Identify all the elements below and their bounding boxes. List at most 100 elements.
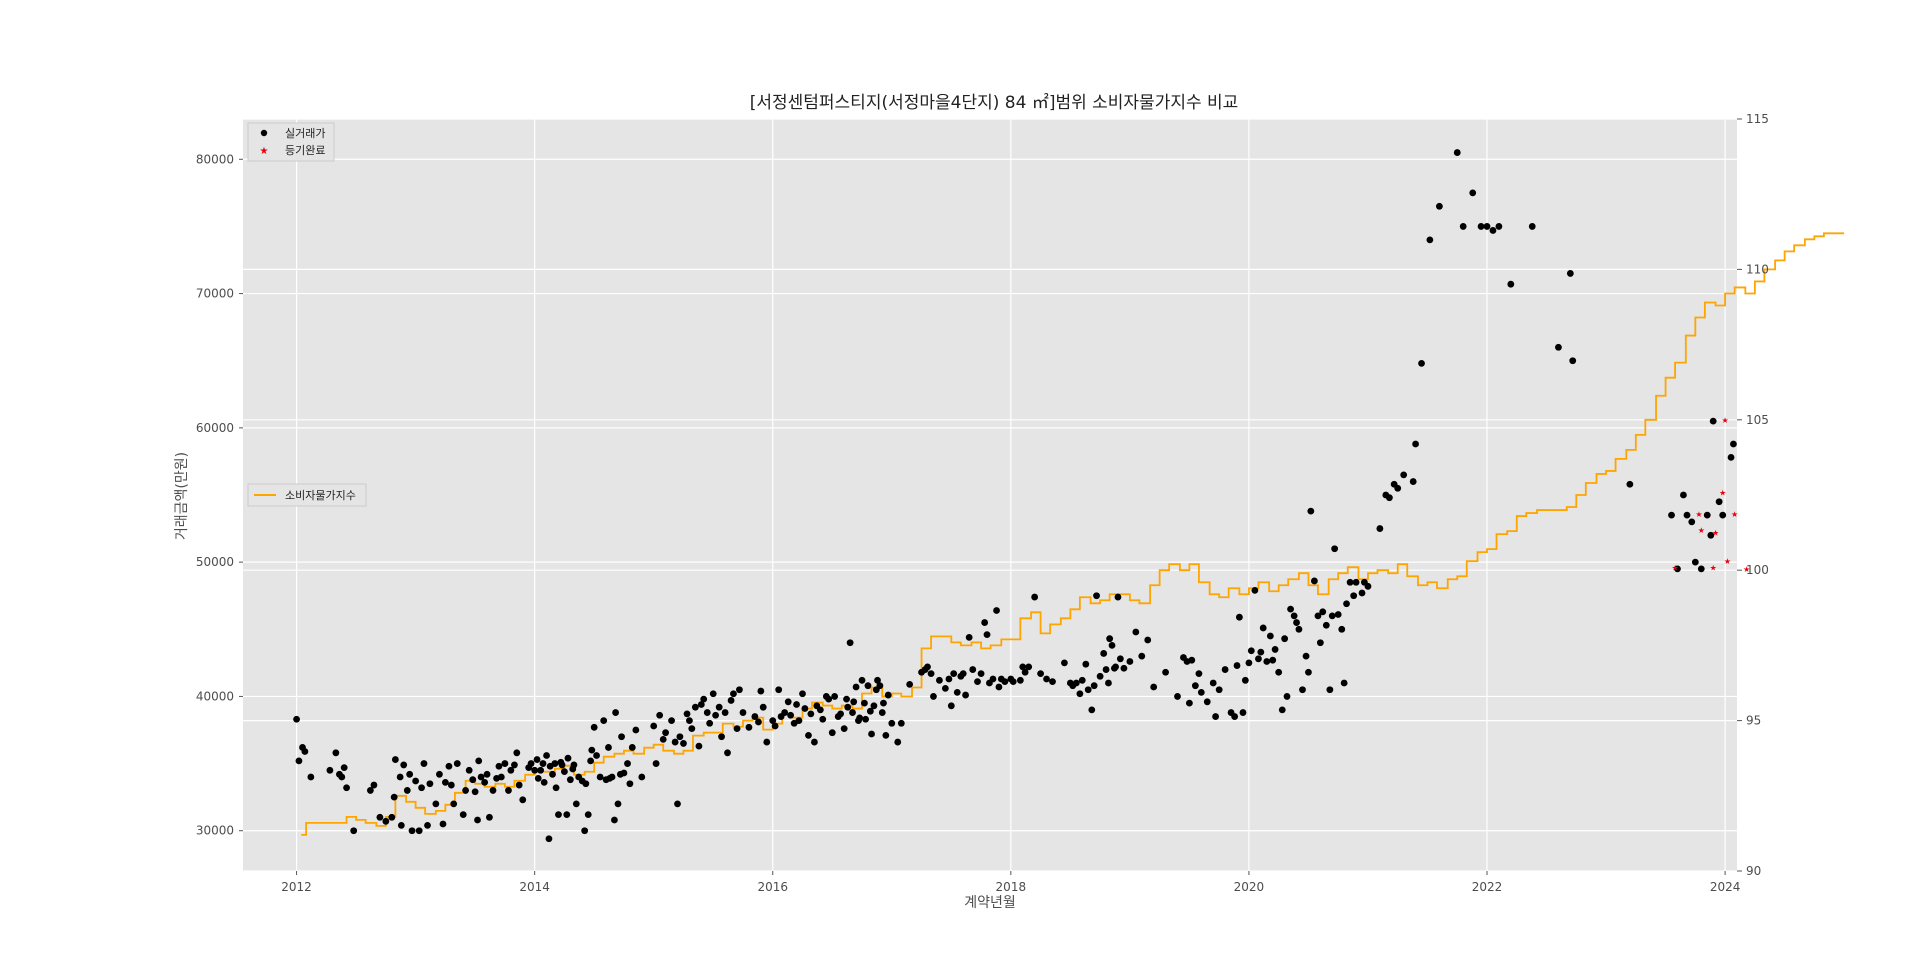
trade-point [846, 639, 854, 647]
trade-point [1126, 658, 1134, 665]
trade-point [989, 675, 997, 683]
trade-point [793, 701, 800, 708]
trade-point [1096, 672, 1104, 680]
trade-point [1555, 343, 1562, 351]
trade-point [1683, 511, 1691, 519]
trade-point [856, 714, 864, 722]
trade-point [1528, 223, 1536, 230]
trade-point [1730, 440, 1737, 448]
trade-point [590, 723, 598, 731]
legend-lower: 소비자물가지수 [247, 483, 367, 507]
trade-point [459, 811, 467, 818]
trade-point [1093, 592, 1100, 600]
trade-point [1255, 655, 1262, 663]
trade-point [1235, 613, 1243, 621]
trade-point [295, 757, 303, 765]
y2-axis-ticks: 90 95 100 105 110 115 [1737, 112, 1769, 878]
trade-point [733, 725, 741, 733]
trade-point [1174, 693, 1181, 700]
trade-point [612, 709, 620, 716]
trade-point [656, 711, 664, 719]
trade-series [293, 149, 1737, 843]
trade-point [1319, 608, 1327, 616]
trade-point [709, 690, 717, 698]
trade-point [1295, 625, 1303, 633]
plot-area [243, 119, 1737, 871]
trade-point [543, 752, 550, 759]
trade-point [1358, 589, 1366, 597]
trade-point [1674, 565, 1681, 573]
trade-point [1350, 592, 1358, 600]
chart-title: [서정센텀퍼스티지(서정마을4단지) 84 ㎡]범위 소비자물가지수 비교 [750, 93, 1239, 113]
trade-point [608, 773, 616, 781]
y-axis-ticks: 30000 40000 50000 60000 70000 80000 [196, 152, 243, 838]
trade-point [1188, 656, 1196, 664]
trade-point [1680, 491, 1687, 499]
trade-point [784, 698, 792, 706]
trade-point [757, 687, 765, 695]
trade-point [1569, 357, 1577, 365]
trade-point [897, 719, 905, 727]
trade-point [293, 715, 300, 723]
trade-point [307, 773, 315, 781]
registered-point: ★ [1722, 416, 1729, 425]
y2-tick-label: 115 [1746, 112, 1769, 126]
trade-point [1100, 650, 1108, 657]
trade-point [626, 780, 634, 788]
trade-point [489, 787, 497, 794]
trade-point [1061, 659, 1068, 667]
trade-point [462, 787, 470, 794]
x-tick-label: 2012 [281, 880, 312, 894]
x-tick-label: 2016 [757, 880, 788, 894]
trade-point [1120, 664, 1128, 672]
trade-point [676, 733, 684, 741]
trade-point [849, 709, 856, 716]
trade-point [432, 800, 440, 808]
trade-point [497, 773, 505, 781]
registered-point: ★ [1724, 557, 1731, 566]
trade-point [1257, 648, 1265, 656]
trade-point [852, 683, 860, 691]
trade-point [974, 678, 981, 686]
trade-point [1241, 676, 1249, 684]
trade-point [674, 800, 681, 808]
trade-point [588, 746, 596, 754]
trade-point [415, 827, 423, 835]
trade-point [843, 695, 850, 703]
trade-point [870, 702, 878, 710]
trade-point [759, 703, 767, 711]
trade-point [1287, 605, 1294, 613]
trade-point [534, 774, 542, 782]
trade-point [745, 723, 753, 731]
trade-point [1251, 586, 1259, 594]
registered-point: ★ [1719, 488, 1726, 497]
trade-point [424, 821, 431, 829]
y2-tick-label: 95 [1746, 714, 1761, 728]
legend-lower-box [247, 483, 367, 507]
x-tick-label: 2018 [996, 880, 1027, 894]
trade-point [1688, 518, 1696, 526]
trade-point [906, 680, 914, 688]
trade-point [977, 670, 985, 677]
trade-point [1259, 624, 1267, 632]
trade-point [799, 690, 806, 698]
trade-point [878, 709, 886, 716]
trade-point [874, 676, 881, 684]
trade-point [755, 718, 762, 726]
x-tick-label: 2020 [1234, 880, 1265, 894]
trade-point [668, 717, 675, 724]
x-tick-label: 2022 [1472, 880, 1503, 894]
trade-point [1016, 676, 1024, 684]
trade-point [1231, 713, 1239, 720]
trade-point [501, 760, 509, 767]
y2-tick-label: 105 [1746, 413, 1769, 427]
legend-marker-registered: ★ [260, 146, 269, 157]
trade-point [483, 770, 491, 778]
trade-point [376, 813, 384, 821]
trade-point [965, 633, 973, 641]
trade-point [1076, 690, 1084, 698]
registered-point: ★ [1695, 510, 1702, 519]
trade-point [1719, 511, 1727, 519]
trade-point [1114, 593, 1122, 601]
trade-point [581, 827, 589, 835]
